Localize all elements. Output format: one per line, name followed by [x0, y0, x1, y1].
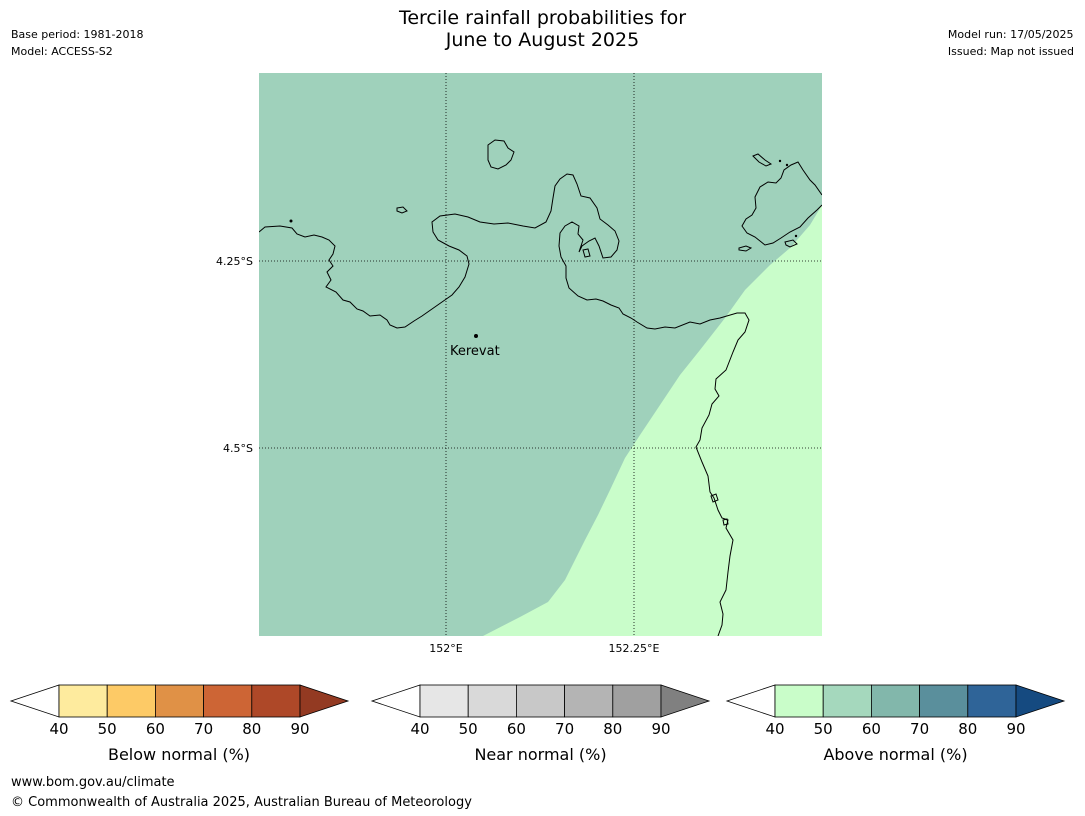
meta-left: Base period: 1981-2018 Model: ACCESS-S2 — [11, 26, 143, 60]
colorbar-above-segment-2 — [822, 684, 872, 718]
island-small-6 — [710, 493, 719, 503]
colorbar-below-segment-1 — [58, 684, 108, 718]
colorbar-label-above: Above normal (%) — [823, 745, 968, 764]
colorbar-above-tick-label: 50 — [814, 720, 833, 738]
colorbar-below-segment-2 — [106, 684, 156, 718]
coastline-northeast-peninsula — [741, 161, 822, 246]
colorbar-above-segment-3 — [871, 684, 921, 718]
colorbar-above-tick-label: 60 — [862, 720, 881, 738]
colorbar-near-tick-label: 60 — [507, 720, 526, 738]
colorbar-below-tick-label: 50 — [98, 720, 117, 738]
colorbar-above-segment-4 — [919, 684, 969, 718]
colorbar-below-tick-label: 70 — [194, 720, 213, 738]
kerevat-marker — [474, 334, 478, 338]
colorbar-below-extend-high — [299, 684, 350, 718]
colorbar-above-tick-label: 80 — [958, 720, 977, 738]
graticule — [259, 73, 822, 636]
colorbar-below-tick-label: 90 — [290, 720, 309, 738]
island-small-3 — [784, 239, 798, 248]
meta-right: Model run: 17/05/2025 Issued: Map not is… — [948, 26, 1074, 60]
map-title: Tercile rainfall probabilities for June … — [0, 7, 1085, 51]
islet-dot-1 — [289, 219, 293, 223]
issued-text: Issued: Map not issued — [947, 45, 1074, 58]
colorbar-below-tick-label: 40 — [49, 720, 68, 738]
coastline — [259, 139, 822, 636]
colorbar-near-segment-1 — [419, 684, 469, 718]
colorbar-near-tick-label: 50 — [459, 720, 478, 738]
lon-label-152-25e: 152.25°E — [609, 642, 660, 655]
colorbar-near-tick-label: 40 — [410, 720, 429, 738]
islet-dot-3 — [785, 163, 789, 167]
colorbar-near-segment-3 — [516, 684, 566, 718]
island-north — [487, 139, 515, 170]
colorbar-below-segment-3 — [154, 684, 204, 718]
colorbar-near-segment-4 — [564, 684, 614, 718]
colorbar-label-below: Below normal (%) — [107, 745, 251, 764]
model-run-text: Model run: 17/05/2025 — [947, 28, 1074, 41]
map-title-line-1: Tercile rainfall probabilities for — [398, 7, 687, 29]
island-small-5 — [582, 248, 591, 258]
model-text: Model: ACCESS-S2 — [11, 45, 113, 58]
coastline-main-north — [259, 173, 750, 636]
colorbar-near-tick-label: 70 — [555, 720, 574, 738]
island-small-4 — [752, 153, 773, 167]
colorbar-above-extend-high — [1015, 684, 1066, 718]
colorbar-above-tick-label: 90 — [1006, 720, 1025, 738]
lat-label-4-25s: 4.25°S — [216, 255, 253, 268]
colorbars: 40 50 60 70 80 90 40 50 60 70 80 90 40 50 60 70 80 90 — [9, 684, 1066, 738]
colorbar-label-near: Near normal (%) — [474, 745, 607, 764]
colorbar-near-segment-5 — [612, 684, 662, 718]
colorbar-below-segment-4 — [203, 684, 253, 718]
footer-url: www.bom.gov.au/climate — [11, 775, 175, 790]
lat-label-4-5s: 4.5°S — [223, 442, 253, 455]
colorbar-near-extend-high — [660, 684, 711, 718]
island-small-7 — [722, 518, 729, 526]
colorbar-near-extend-low — [370, 684, 421, 718]
colorbar-above-extend-low — [725, 684, 776, 718]
colorbar-near-tick-label: 80 — [603, 720, 622, 738]
colorbar-below-tick-label: 60 — [146, 720, 165, 738]
colorbar-near-tick-label: 90 — [651, 720, 670, 738]
colorbar-near-segment-2 — [467, 684, 517, 718]
colorbar-above-tick-label: 70 — [910, 720, 929, 738]
colorbar-above-tick-label: 40 — [765, 720, 784, 738]
lon-label-152e: 152°E — [429, 642, 462, 655]
place-label-kerevat: Kerevat — [450, 344, 500, 359]
base-period-text: Base period: 1981-2018 — [11, 28, 144, 41]
colorbar-above-segment-5 — [967, 684, 1017, 718]
islet-dot-2 — [778, 159, 782, 163]
islet-dot-4 — [794, 234, 798, 238]
colorbar-below-tick-label: 80 — [242, 720, 261, 738]
island-small-2 — [738, 245, 753, 252]
island-small-1 — [396, 206, 408, 214]
colorbar-above-segment-1 — [774, 684, 824, 718]
colorbar-below-extend-low — [9, 684, 60, 718]
footer-copyright: © Commonwealth of Australia 2025, Austra… — [11, 795, 472, 810]
map-title-line-2: June to August 2025 — [445, 29, 640, 51]
colorbar-below-segment-5 — [251, 684, 301, 718]
